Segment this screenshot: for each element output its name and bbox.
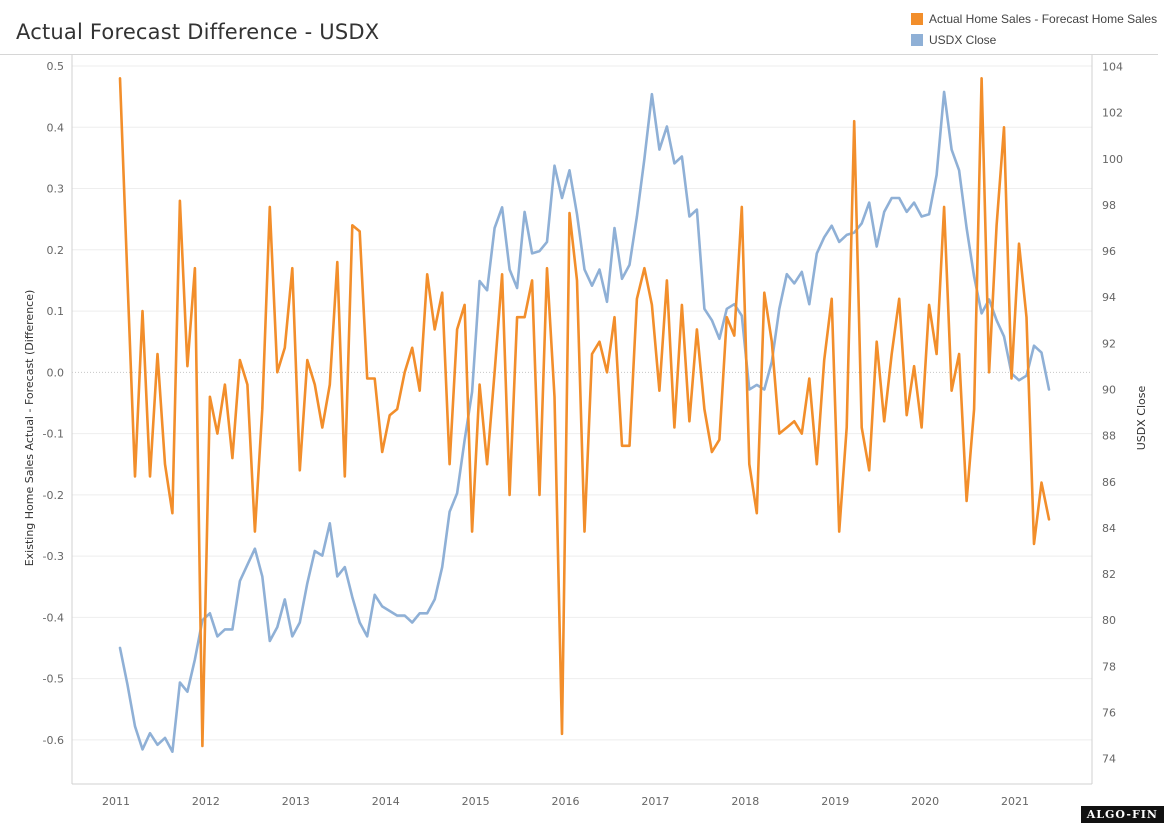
right-tick-label: 100 [1102, 153, 1123, 166]
left-tick-label: -0.3 [43, 550, 64, 563]
right-tick-label: 104 [1102, 61, 1123, 74]
legend[interactable]: Actual Home Sales - Forecast Home Sales … [911, 8, 1157, 50]
x-tick-label: 2012 [192, 795, 220, 808]
right-tick-label: 102 [1102, 107, 1123, 120]
left-axis-ticks: 0.5 0.4 0.3 0.2 0.1 0.0 -0.1 -0.2 -0.3 -0.4 -0.5 -0… [43, 60, 64, 747]
right-tick-label: 74 [1102, 753, 1116, 766]
right-tick-label: 86 [1102, 476, 1116, 489]
right-tick-label: 92 [1102, 337, 1116, 350]
algo-fin-logo: ALGO-FIN [1080, 806, 1164, 823]
right-tick-label: 84 [1102, 522, 1116, 535]
left-tick-label: -0.2 [43, 489, 64, 502]
series-line-difference[interactable] [118, 77, 1051, 748]
x-tick-label: 2016 [552, 795, 580, 808]
x-axis-ticks: 2011 2012 2013 2014 2015 2016 2017 2018 2019 2020… [102, 795, 1029, 808]
left-tick-label: 0.3 [47, 183, 65, 196]
x-tick-label: 2014 [372, 795, 400, 808]
left-tick-label: -0.6 [43, 734, 64, 747]
right-tick-label: 94 [1102, 291, 1116, 304]
left-tick-label: 0.4 [47, 121, 65, 134]
right-tick-label: 82 [1102, 568, 1116, 581]
series-layer [118, 77, 1051, 754]
right-tick-label: 98 [1102, 199, 1116, 212]
right-tick-label: 78 [1102, 660, 1116, 673]
legend-label-difference: Actual Home Sales - Forecast Home Sales [929, 11, 1158, 26]
right-tick-label: 90 [1102, 384, 1116, 397]
left-tick-label: 0.5 [47, 60, 65, 73]
legend-label-usdx: USDX Close [929, 32, 997, 47]
x-tick-label: 2021 [1001, 795, 1029, 808]
right-tick-label: 80 [1102, 614, 1116, 627]
legend-item-usdx[interactable]: USDX Close [911, 29, 1157, 50]
left-tick-label: 0.1 [47, 305, 65, 318]
right-tick-label: 96 [1102, 245, 1116, 258]
x-tick-label: 2019 [821, 795, 849, 808]
x-tick-label: 2020 [911, 795, 939, 808]
right-axis-label: USDX Close [1135, 386, 1148, 451]
left-tick-label: -0.1 [43, 428, 64, 441]
left-tick-label: -0.5 [43, 673, 64, 686]
right-tick-label: 88 [1102, 430, 1116, 443]
legend-swatch-blue [911, 33, 923, 46]
gridlines [72, 65, 1092, 741]
legend-swatch-orange [911, 12, 923, 25]
left-tick-label: 0.0 [47, 366, 65, 379]
chart-title: Actual Forecast Difference - USDX [16, 20, 380, 44]
x-tick-label: 2017 [641, 795, 669, 808]
legend-item-difference[interactable]: Actual Home Sales - Forecast Home Sales [911, 8, 1157, 29]
x-tick-label: 2011 [102, 795, 130, 808]
left-tick-label: -0.4 [43, 611, 64, 624]
right-axis-ticks: 104 102 100 98 96 94 92 90 88 86 84 82 80 78 76 74 [1102, 61, 1123, 766]
x-tick-label: 2018 [731, 795, 759, 808]
right-tick-label: 76 [1102, 706, 1116, 719]
x-tick-label: 2015 [462, 795, 490, 808]
x-tick-label: 2013 [282, 795, 310, 808]
left-tick-label: 0.2 [47, 244, 65, 257]
title-divider [0, 54, 1158, 55]
series-line-usdx[interactable] [118, 90, 1051, 754]
left-axis-label: Existing Home Sales Actual - Forecast (D… [23, 290, 36, 567]
